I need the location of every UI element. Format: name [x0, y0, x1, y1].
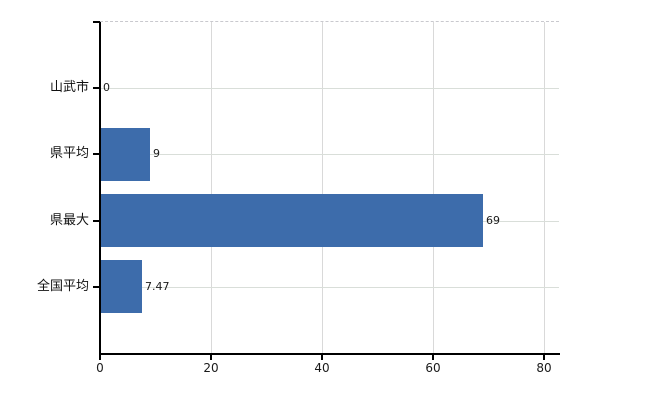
y-gridline	[100, 88, 559, 89]
category-tick	[93, 220, 100, 222]
x-axis-tick	[99, 355, 101, 360]
x-axis-tick	[210, 355, 212, 360]
x-axis-tick	[543, 355, 545, 360]
category-label: 県最大	[49, 213, 89, 228]
bar	[100, 194, 483, 247]
value-label: 0	[103, 81, 110, 94]
category-label: 山武市	[49, 80, 89, 95]
category-tick	[93, 286, 100, 288]
plot-top-boundary	[100, 21, 559, 22]
x-axis-tick	[432, 355, 434, 360]
y-gridline	[100, 154, 559, 155]
category-label: 全国平均	[36, 279, 89, 294]
value-label: 9	[153, 147, 160, 160]
x-tick-label: 80	[536, 361, 552, 375]
x-tick-label: 0	[96, 361, 104, 375]
value-label: 69	[486, 214, 500, 227]
x-axis-tick	[321, 355, 323, 360]
value-label: 7.47	[145, 280, 170, 293]
y-axis-top-tick	[93, 21, 100, 23]
category-tick	[93, 153, 100, 155]
x-axis-line	[99, 353, 560, 355]
x-gridline	[433, 22, 434, 353]
bar	[100, 128, 150, 181]
x-gridline	[322, 22, 323, 353]
bar	[100, 260, 142, 313]
x-tick-label: 20	[203, 361, 219, 375]
y-axis-line	[99, 22, 101, 359]
x-tick-label: 40	[314, 361, 330, 375]
y-gridline	[100, 287, 559, 288]
category-tick	[93, 87, 100, 89]
x-tick-label: 60	[425, 361, 441, 375]
x-gridline	[544, 22, 545, 353]
category-label: 県平均	[49, 146, 89, 161]
x-gridline	[211, 22, 212, 353]
